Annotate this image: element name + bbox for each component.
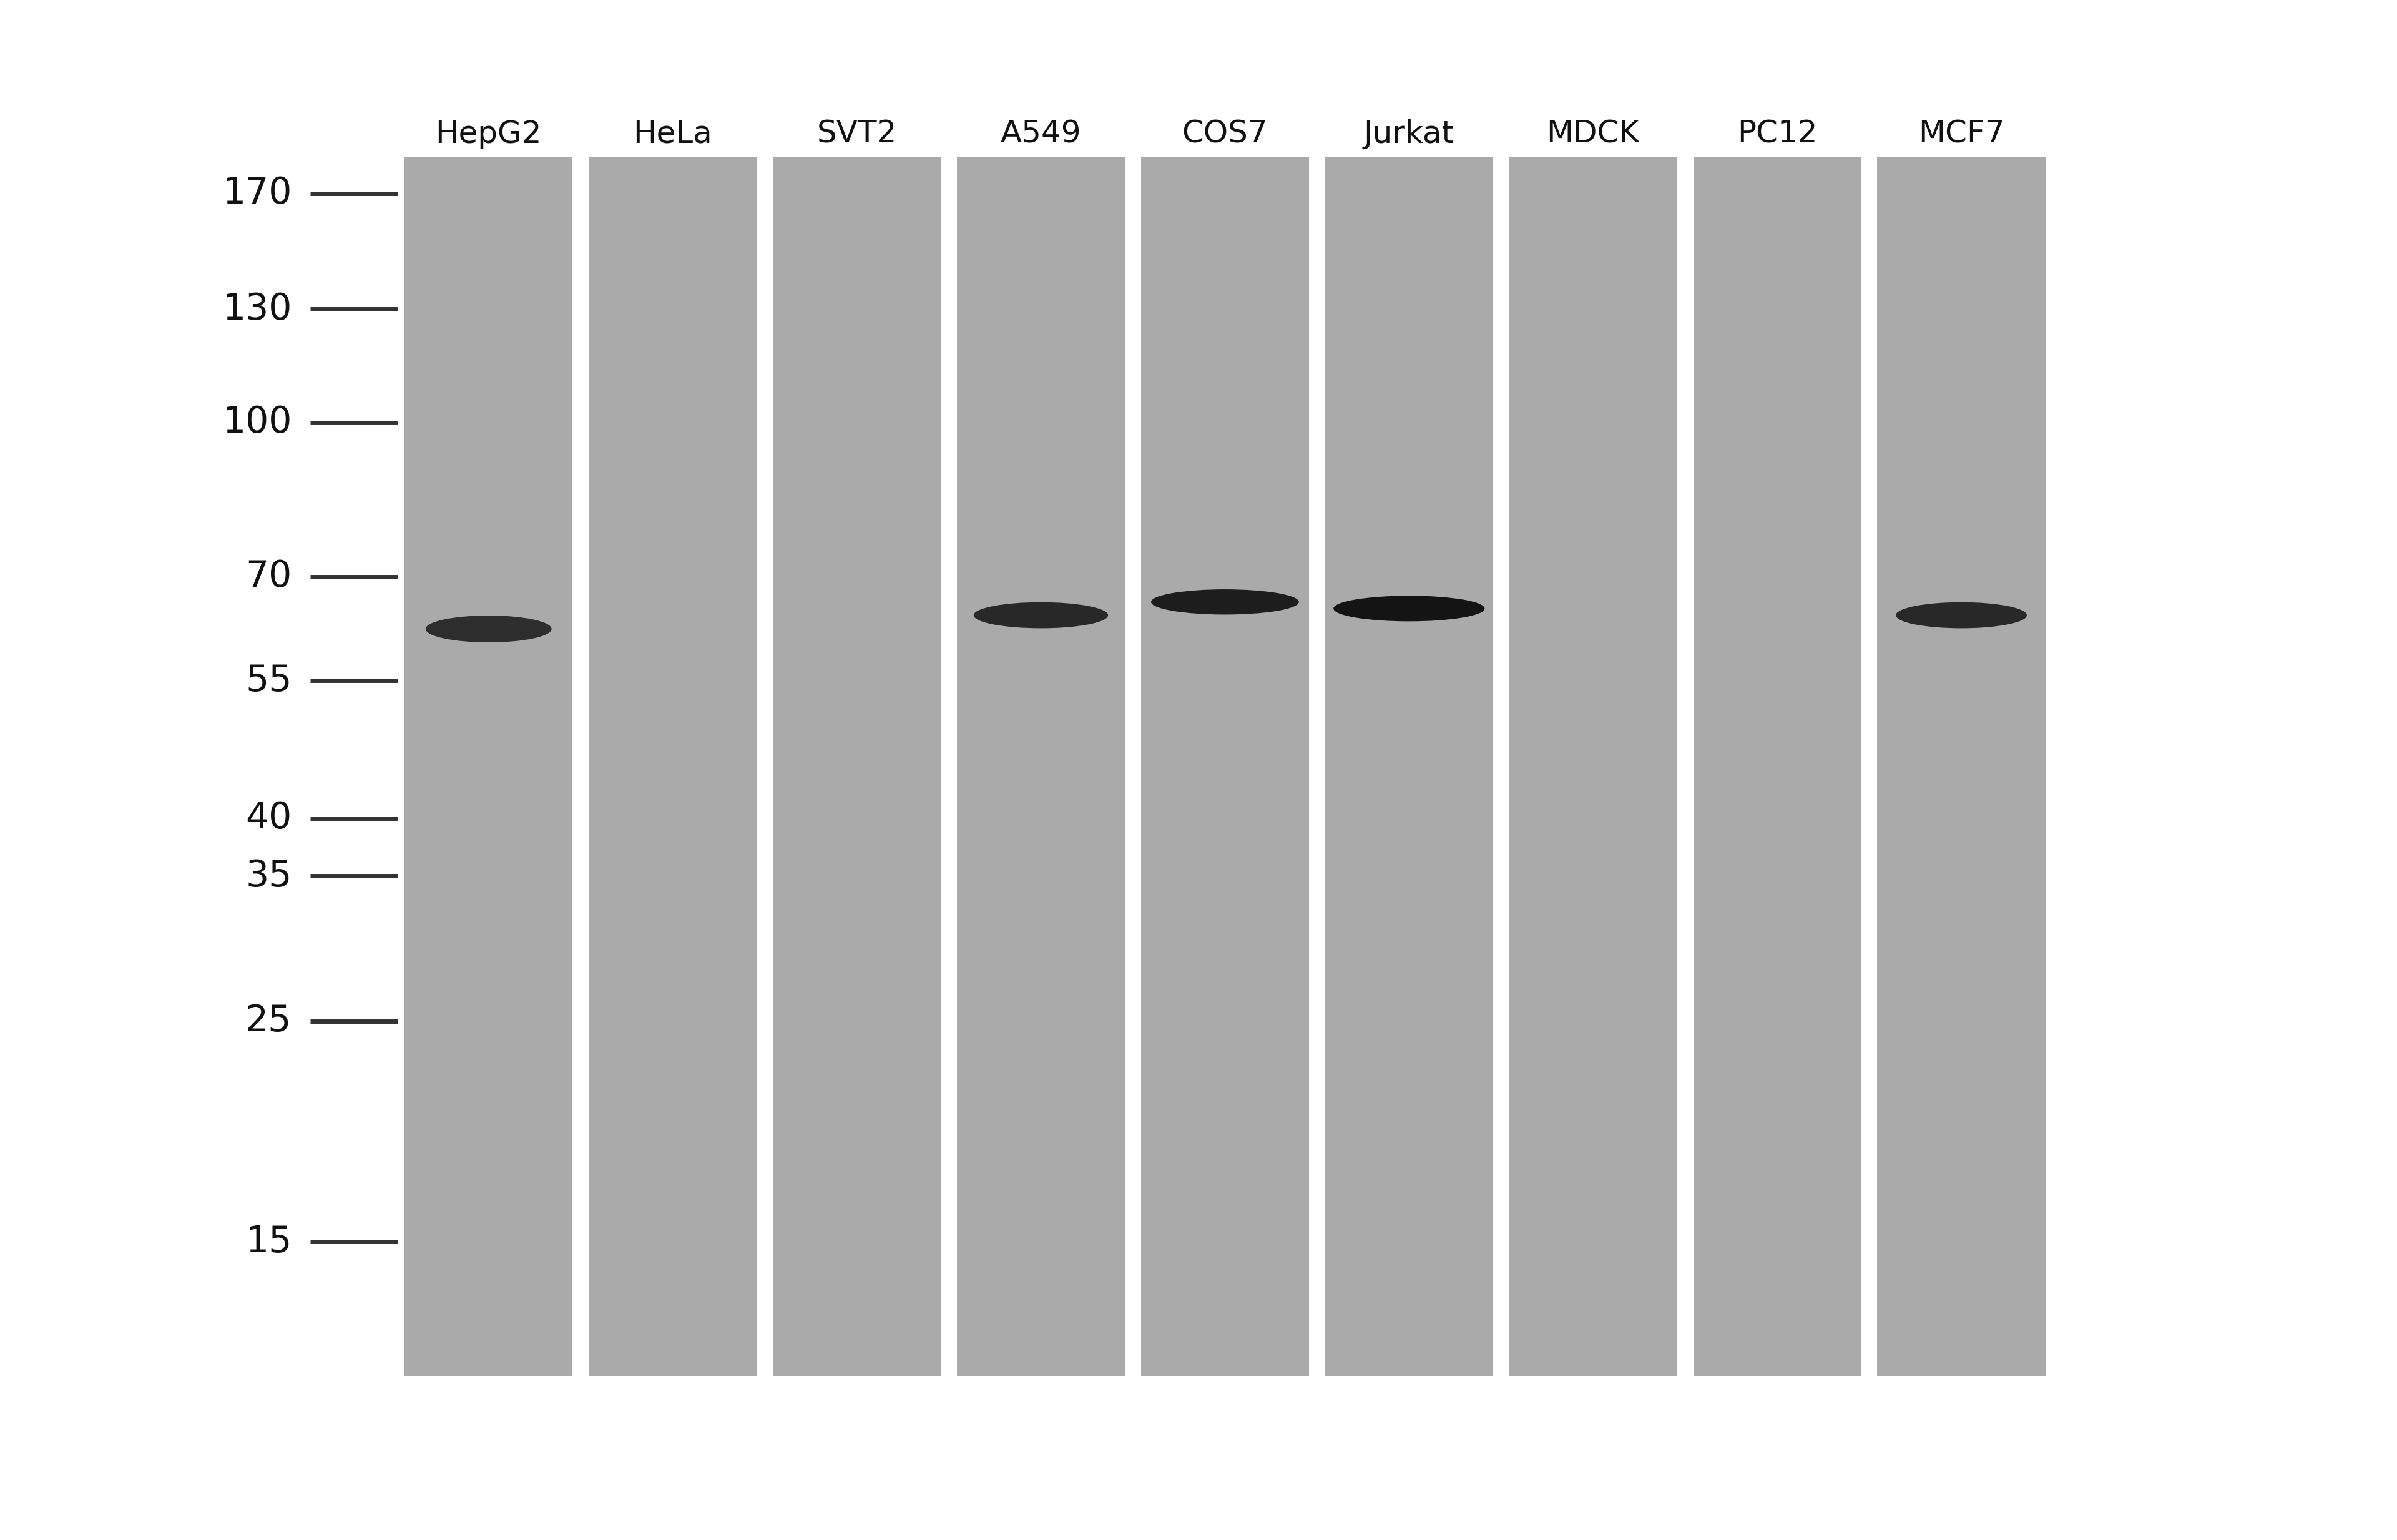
Text: 25: 25 (244, 1004, 292, 1040)
Bar (1141, 157, 1309, 1375)
Ellipse shape (1151, 590, 1299, 614)
Bar (1692, 157, 1860, 1375)
Ellipse shape (973, 602, 1107, 628)
Bar (1326, 157, 1493, 1375)
Text: 35: 35 (244, 858, 292, 893)
Text: 170: 170 (223, 176, 292, 211)
Text: Jurkat: Jurkat (1364, 119, 1455, 149)
Bar (405, 157, 573, 1375)
Text: PC12: PC12 (1738, 119, 1817, 149)
Bar (1510, 157, 1678, 1375)
Text: 15: 15 (244, 1224, 292, 1260)
Bar (956, 157, 1124, 1375)
Text: 100: 100 (223, 405, 292, 440)
Bar (1877, 157, 2045, 1375)
Ellipse shape (1896, 602, 2028, 628)
Text: HepG2: HepG2 (436, 119, 542, 149)
Text: A549: A549 (1000, 119, 1081, 149)
Text: 130: 130 (223, 291, 292, 326)
Text: 40: 40 (244, 801, 292, 836)
Bar (772, 157, 940, 1375)
Text: 70: 70 (244, 559, 292, 594)
Text: SVT2: SVT2 (817, 119, 896, 149)
Ellipse shape (427, 616, 551, 642)
Text: COS7: COS7 (1182, 119, 1268, 149)
Text: MDCK: MDCK (1546, 119, 1640, 149)
Bar (590, 157, 757, 1375)
Text: 55: 55 (244, 662, 292, 699)
Ellipse shape (1333, 596, 1484, 621)
Text: HeLa: HeLa (633, 119, 712, 149)
Text: MCF7: MCF7 (1918, 119, 2004, 149)
